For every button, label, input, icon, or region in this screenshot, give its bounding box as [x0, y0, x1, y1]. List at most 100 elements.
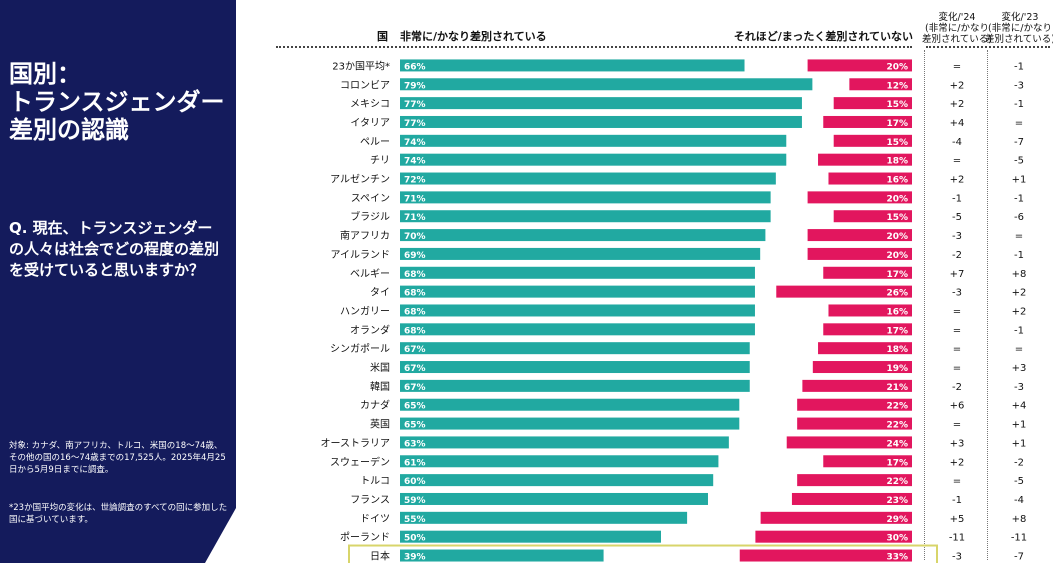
change-24-value: -2 — [952, 250, 962, 261]
change-23-value: +2 — [1012, 306, 1027, 317]
country-label: 英国 — [370, 418, 390, 431]
change-24-value: = — [953, 306, 961, 317]
change-23-value: = — [1015, 231, 1023, 242]
country-label: 日本 — [370, 550, 390, 563]
change-23-value: +1 — [1012, 175, 1027, 186]
country-label: チリ — [370, 155, 390, 167]
change-24-value: +2 — [950, 99, 965, 110]
not-discriminated-value: 20% — [886, 194, 908, 204]
not-discriminated-value: 17% — [886, 458, 908, 468]
change-24-header: 変化/'24 (非常に/かなり 差別されている) — [922, 12, 992, 45]
country-label: フランス — [350, 494, 390, 506]
discriminated-bar — [400, 342, 750, 355]
country-label: 韓国 — [370, 381, 390, 393]
discriminated-value: 74% — [404, 138, 426, 148]
not-discriminated-value: 15% — [886, 213, 908, 223]
discriminated-value: 68% — [404, 326, 426, 336]
change-24-value: +2 — [950, 175, 965, 186]
change-24-value: +5 — [950, 514, 965, 525]
discriminated-value: 67% — [404, 383, 426, 393]
discriminated-value: 71% — [404, 194, 426, 204]
country-column-header: 国 — [377, 30, 388, 43]
change-24-value: +3 — [950, 438, 965, 449]
highlight-box — [348, 544, 938, 563]
change-23-value: = — [1015, 344, 1023, 355]
not-discriminated-value: 15% — [886, 100, 908, 110]
change-24-value: -1 — [952, 193, 962, 204]
not-discriminated-value: 16% — [886, 176, 908, 186]
discriminated-bar — [400, 115, 802, 128]
change-24-value: -11 — [949, 533, 965, 544]
discriminated-bar — [400, 511, 688, 524]
change-23-value: -11 — [1011, 533, 1027, 544]
discriminated-bar — [400, 398, 740, 411]
not-discriminated-value: 26% — [886, 289, 908, 299]
change-24-value: = — [953, 344, 961, 355]
country-label: 23か国平均* — [332, 60, 390, 72]
change-23-value: +1 — [1012, 420, 1027, 431]
not-discriminated-bar — [818, 342, 912, 355]
not-discriminated-bar — [797, 417, 912, 430]
discriminated-value: 67% — [404, 345, 426, 355]
not-discriminated-bar — [823, 266, 912, 279]
not-discriminated-value: 19% — [886, 364, 908, 374]
country-label: オランダ — [350, 323, 390, 336]
not-discriminated-bar — [823, 323, 912, 336]
country-label: メキシコ — [350, 99, 390, 110]
not-discriminated-value: 24% — [886, 439, 908, 449]
discriminated-value: 70% — [404, 232, 426, 242]
discriminated-value: 79% — [404, 81, 426, 91]
page-title: 国別： トランスジェンダー 差別の認識 — [9, 60, 225, 144]
discriminated-bar — [400, 436, 729, 449]
not-discriminated-bar — [760, 511, 912, 524]
change-24-value: = — [953, 420, 961, 431]
discriminated-value: 74% — [404, 157, 426, 167]
change-23-value: -5 — [1014, 156, 1024, 167]
survey-question: Q. 現在、トランスジェンダーの人々は社会でどの程度の差別を受けていると思います… — [9, 219, 220, 279]
discriminated-value: 68% — [404, 307, 426, 317]
discriminated-value: 68% — [404, 289, 426, 299]
discriminated-bar — [400, 172, 776, 185]
not-discriminated-bar — [776, 285, 912, 298]
not-discriminated-value: 23% — [886, 496, 908, 506]
not-discriminated-value: 17% — [886, 270, 908, 280]
not-discriminated-value: 33% — [886, 553, 908, 563]
discriminated-value: 71% — [404, 213, 426, 223]
discriminated-bar — [400, 474, 714, 487]
discriminated-bar — [400, 210, 771, 223]
not-discriminated-bar — [828, 172, 912, 185]
discriminated-bar — [400, 304, 755, 317]
change-24-value: -3 — [952, 552, 962, 563]
discriminated-value: 65% — [404, 421, 426, 431]
discriminated-bar — [400, 247, 761, 260]
discriminated-bar — [400, 134, 787, 147]
country-label: シンガポール — [330, 343, 390, 355]
not-discriminated-value: 22% — [886, 477, 908, 487]
country-label: ベルギー — [350, 268, 390, 280]
discriminated-bar — [400, 266, 755, 279]
not-discriminated-bar — [833, 210, 912, 223]
change-24-value: -4 — [952, 137, 962, 148]
change-23-value: -3 — [1014, 80, 1024, 91]
sidebar-panel: 国別： トランスジェンダー 差別の認識 Q. 現在、トランスジェンダーの人々は社… — [0, 0, 236, 563]
change-24-value: = — [953, 363, 961, 374]
not-discriminated-value: 21% — [886, 383, 908, 393]
not-discriminated-column-header: それほど/まったく差別されていない — [733, 30, 913, 43]
not-discriminated-value: 20% — [886, 251, 908, 261]
not-discriminated-value: 20% — [886, 232, 908, 242]
change-header-divider — [926, 46, 1050, 48]
change-24-value: -5 — [952, 212, 962, 223]
not-discriminated-value: 12% — [886, 81, 908, 91]
change-24-value: +2 — [950, 80, 965, 91]
discriminated-bar — [400, 59, 745, 72]
discriminated-column-header: 非常に/かなり差別されている — [400, 30, 547, 43]
not-discriminated-bar — [823, 115, 912, 128]
discriminated-bar — [400, 455, 719, 468]
country-label: ポーランド — [340, 532, 390, 544]
not-discriminated-bar — [739, 549, 912, 562]
change-24-value: = — [953, 476, 961, 487]
discriminated-value: 61% — [404, 458, 426, 468]
not-discriminated-bar — [807, 191, 912, 204]
change-24-value: -3 — [952, 231, 962, 242]
change-24-value: +2 — [950, 457, 965, 468]
